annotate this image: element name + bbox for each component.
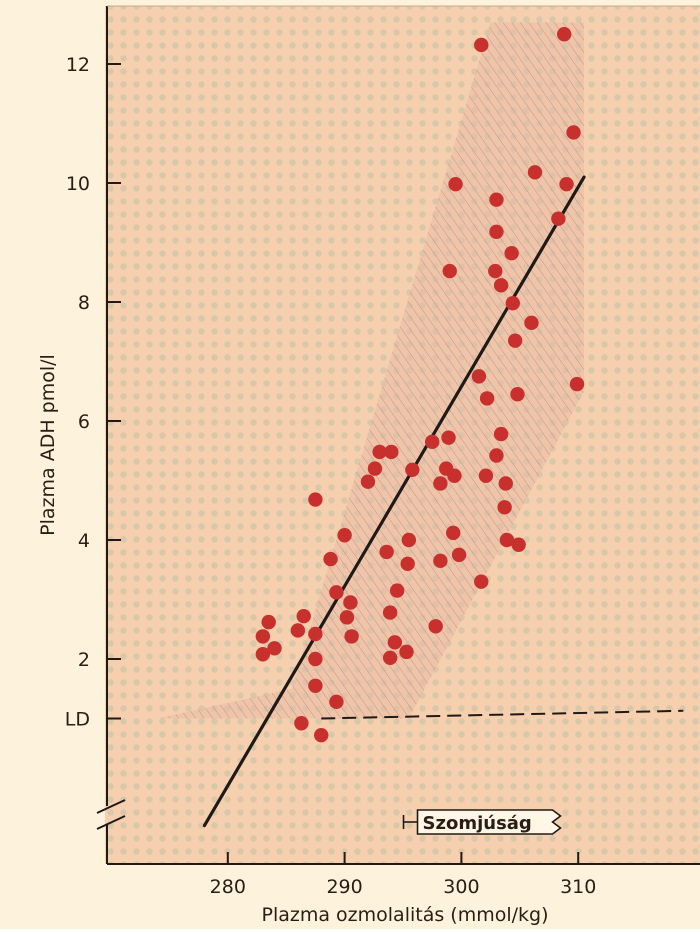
data-point — [387, 635, 403, 650]
data-point — [479, 391, 495, 406]
detection-limit-line — [321, 709, 684, 720]
regression-line — [202, 175, 586, 828]
data-point — [384, 444, 399, 460]
data-point — [401, 532, 417, 548]
data-point — [382, 605, 398, 620]
x-axis-label: Plazma ozmolalitás (mmol/kg) — [262, 904, 549, 926]
data-point — [488, 263, 503, 279]
data-point — [400, 556, 415, 571]
data-point — [433, 476, 448, 491]
data-point — [367, 461, 383, 476]
data-point — [290, 623, 306, 638]
data-point — [360, 474, 376, 489]
data-point — [493, 426, 509, 442]
data-point — [433, 553, 448, 569]
y-tick-label: 8 — [78, 292, 90, 314]
data-point — [255, 647, 271, 662]
y-axis-label: Plazma ADH pmol/l — [37, 354, 59, 536]
y-tick-label: 12 — [66, 54, 90, 76]
y-tick-label: 4 — [78, 530, 90, 552]
data-point — [527, 165, 543, 180]
data-point — [329, 585, 344, 600]
data-point — [551, 211, 566, 226]
x-tick-label: 310 — [560, 876, 596, 898]
ld-label: LD — [65, 709, 90, 731]
y-tick-label: 6 — [78, 411, 90, 433]
data-point — [451, 547, 467, 563]
data-point — [474, 37, 489, 53]
data-point — [489, 192, 504, 207]
data-point — [441, 430, 456, 445]
data-point — [511, 537, 526, 552]
data-point — [308, 678, 323, 693]
data-point — [489, 224, 504, 239]
data-point — [329, 694, 344, 710]
confidence-band-hatch — [157, 22, 584, 719]
y-tick-label: 10 — [66, 173, 90, 195]
data-point — [294, 716, 309, 731]
x-tick-label: 280 — [210, 876, 246, 898]
data-point — [566, 125, 581, 140]
data-point — [489, 448, 504, 463]
data-point — [447, 468, 462, 483]
data-point — [446, 525, 461, 541]
data-point — [559, 176, 574, 192]
data-point — [261, 614, 276, 630]
data-point — [405, 462, 420, 477]
data-point — [379, 544, 394, 560]
data-point — [308, 626, 323, 642]
data-point — [308, 651, 323, 667]
data-point — [471, 369, 487, 384]
data-point — [498, 476, 513, 491]
x-tick-label: 300 — [443, 876, 479, 898]
data-point — [569, 376, 585, 392]
data-point — [255, 629, 271, 644]
data-point — [505, 295, 520, 311]
data-point — [428, 619, 443, 634]
axis-break-mark — [96, 799, 126, 814]
data-point — [308, 492, 323, 507]
data-point — [425, 434, 440, 450]
data-point — [510, 387, 525, 402]
data-point — [448, 176, 463, 192]
data-point — [442, 263, 457, 279]
x-tick-label: 290 — [326, 876, 362, 898]
data-point — [337, 528, 352, 543]
thirst-label: Szomjúság — [423, 813, 532, 834]
thirst-label-box — [416, 809, 562, 835]
data-point — [382, 650, 398, 666]
data-point — [507, 333, 523, 348]
data-point — [267, 641, 282, 656]
data-point — [372, 444, 387, 460]
data-point — [389, 583, 405, 598]
axis-break-mark — [96, 815, 126, 830]
data-point — [344, 629, 359, 644]
data-point — [314, 727, 329, 743]
data-point — [499, 532, 515, 548]
y-tick-label: 2 — [78, 649, 90, 671]
data-point — [478, 468, 494, 483]
data-point — [296, 608, 311, 624]
data-point — [556, 27, 572, 42]
data-point — [343, 595, 358, 610]
data-point — [497, 500, 512, 515]
data-point — [339, 610, 355, 625]
data-point — [323, 551, 338, 567]
data-point — [474, 574, 489, 589]
data-point — [504, 246, 519, 261]
data-point — [493, 278, 509, 293]
data-point — [524, 315, 539, 331]
data-point — [399, 644, 414, 660]
